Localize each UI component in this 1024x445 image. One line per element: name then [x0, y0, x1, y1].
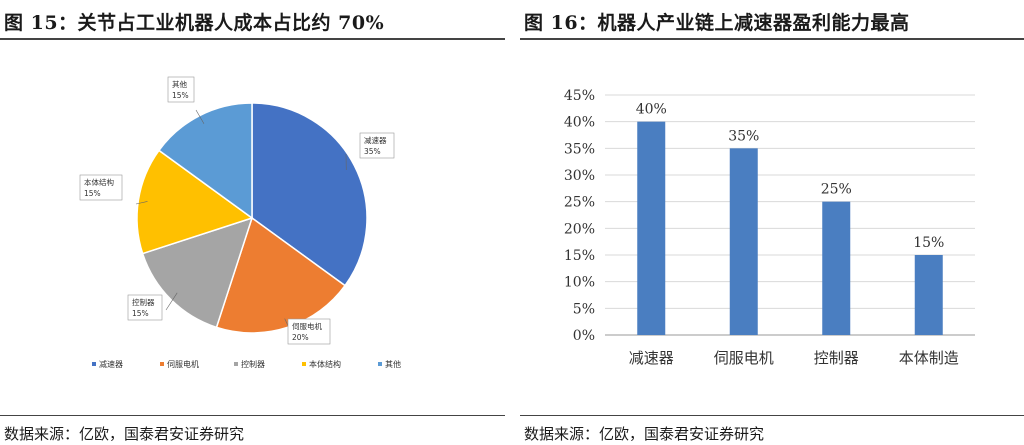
y-tick-label: 35%: [564, 141, 595, 157]
pie-slice-5: [157, 102, 253, 220]
pie-slice-4: [136, 149, 254, 255]
slice-name-label: 伺服电机: [292, 321, 322, 331]
legend-label: 其他: [385, 359, 401, 369]
legend-swatch: [302, 362, 306, 366]
y-tick-label: 10%: [564, 275, 595, 291]
callout-box: [287, 318, 331, 345]
callout-box: [359, 132, 395, 159]
title-divider: [0, 38, 505, 40]
source-divider: [520, 415, 1024, 416]
x-category-label: 伺服电机: [714, 349, 774, 367]
bar-chart: 0% 5% 10% 15% 20% 25% 30% 35% 40% 45% 40% 减速器 35% 伺服电…: [564, 88, 975, 367]
slice-value-label: 15%: [132, 309, 149, 318]
bar-value-label: 25%: [821, 182, 852, 198]
y-tick-label: 30%: [564, 168, 595, 184]
bar-value-label: 15%: [913, 235, 944, 251]
callout-box: [79, 174, 123, 201]
callout-leader: [165, 292, 178, 311]
callout-box: [167, 76, 195, 103]
legend-swatch: [378, 362, 382, 366]
slice-value-label: 15%: [172, 91, 189, 100]
bar-2: [729, 148, 758, 335]
slice-value-label: 35%: [364, 147, 381, 156]
y-tick-label: 25%: [564, 195, 595, 211]
callout-leader: [195, 109, 205, 124]
slice-name-label: 本体结构: [84, 177, 114, 187]
y-tick-label: 15%: [564, 248, 595, 264]
x-category-label: 本体制造: [899, 349, 959, 367]
legend-swatch: [234, 362, 238, 366]
legend-label: 伺服电机: [167, 359, 199, 369]
x-category-label: 减速器: [629, 349, 674, 367]
slice-value-label: 20%: [292, 333, 309, 342]
slice-name-label: 其他: [172, 79, 187, 89]
legend-label: 减速器: [99, 359, 123, 369]
y-tick-label: 5%: [573, 301, 595, 317]
figure-16-source: 数据来源：亿欧，国泰君安证券研究: [524, 425, 765, 443]
x-category-label: 控制器: [814, 349, 859, 367]
title-divider: [520, 38, 1024, 40]
callout-leader: [135, 201, 148, 205]
pie-slice-1: [251, 102, 368, 287]
slice-value-label: 15%: [84, 189, 101, 198]
y-tick-label: 40%: [564, 115, 595, 131]
y-tick-label: 45%: [564, 88, 595, 104]
legend-swatch: [160, 362, 164, 366]
pie-slice-2: [215, 216, 347, 334]
bar-3: [822, 201, 851, 335]
figure-16-title: 图 16：机器人产业链上减速器盈利能力最高: [524, 12, 910, 34]
bar-1: [637, 121, 666, 336]
callout-box: [127, 294, 163, 321]
right-figure-panel: 图 16：机器人产业链上减速器盈利能力最高 0% 5% 10% 15% 20% 25% 30…: [520, 0, 1024, 445]
bar-4: [914, 255, 943, 335]
bar-value-label: 40%: [636, 102, 667, 118]
legend-swatch: [92, 362, 96, 366]
left-figure-panel: 图 15：关节占工业机器人成本占比约 70% 减速器 35% 伺服电机 20% 控制器 1…: [0, 0, 505, 445]
bar-value-label: 35%: [728, 128, 759, 144]
legend-label: 控制器: [241, 359, 265, 369]
slice-name-label: 控制器: [132, 297, 155, 307]
y-tick-label: 20%: [564, 221, 595, 237]
slice-name-label: 减速器: [364, 135, 387, 145]
y-tick-label: 0%: [573, 328, 595, 344]
legend-label: 本体结构: [309, 359, 341, 369]
figure-15-source: 数据来源：亿欧，国泰君安证券研究: [4, 425, 245, 443]
source-divider: [0, 415, 505, 416]
figure-15-title: 图 15：关节占工业机器人成本占比约 70%: [4, 12, 385, 34]
